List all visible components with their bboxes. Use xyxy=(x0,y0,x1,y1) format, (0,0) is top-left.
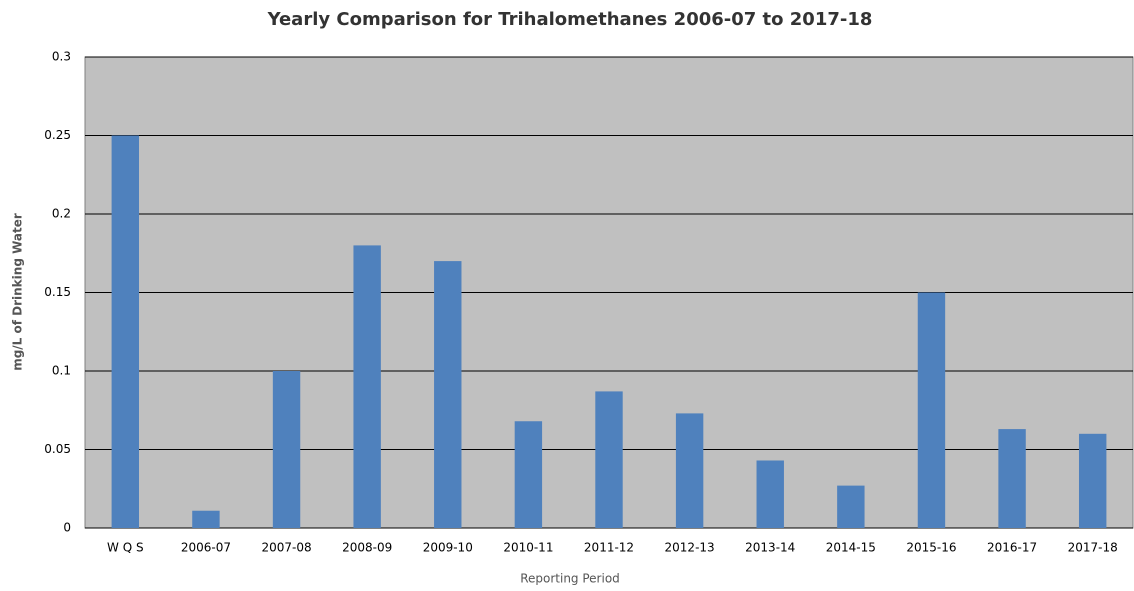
x-tick-label: 2007-08 xyxy=(261,541,311,555)
bar xyxy=(192,510,220,528)
y-axis-title: mg/L of Drinking Water xyxy=(11,213,25,371)
x-tick-label: 2011-12 xyxy=(584,541,634,555)
x-tick-label: W Q S xyxy=(107,541,144,555)
bar xyxy=(756,460,784,528)
bar xyxy=(675,413,704,528)
y-tick-label: 0.25 xyxy=(44,128,71,142)
x-tick-label: 2006-07 xyxy=(181,541,231,555)
bar xyxy=(514,421,543,528)
x-tick-label: 2016-17 xyxy=(987,541,1037,555)
bar xyxy=(917,292,946,528)
y-tick-label: 0 xyxy=(63,521,71,535)
x-tick-label: 2014-15 xyxy=(826,541,876,555)
x-tick-label: 2013-14 xyxy=(745,541,795,555)
x-tick-label: 2015-16 xyxy=(906,541,956,555)
bar xyxy=(434,261,462,528)
bar xyxy=(595,391,623,528)
x-tick-label: 2010-11 xyxy=(503,541,553,555)
x-axis-title: Reporting Period xyxy=(520,572,620,586)
bar xyxy=(353,245,381,528)
bar xyxy=(272,371,301,528)
bar xyxy=(111,135,140,528)
x-tick-label: 2012-13 xyxy=(665,541,715,555)
x-tick-label: 2009-10 xyxy=(423,541,473,555)
y-tick-label: 0.15 xyxy=(44,285,71,299)
bar xyxy=(1078,433,1107,528)
y-tick-label: 0.1 xyxy=(52,364,71,378)
y-tick-label: 0.2 xyxy=(52,207,71,221)
chart-title: Yearly Comparison for Trihalomethanes 20… xyxy=(267,9,873,30)
bar xyxy=(998,429,1026,528)
y-tick-label: 0.3 xyxy=(52,50,71,64)
x-tick-label: 2017-18 xyxy=(1068,541,1118,555)
y-tick-label: 0.05 xyxy=(44,442,71,456)
x-tick-label: 2008-09 xyxy=(342,541,392,555)
bar xyxy=(837,485,865,528)
